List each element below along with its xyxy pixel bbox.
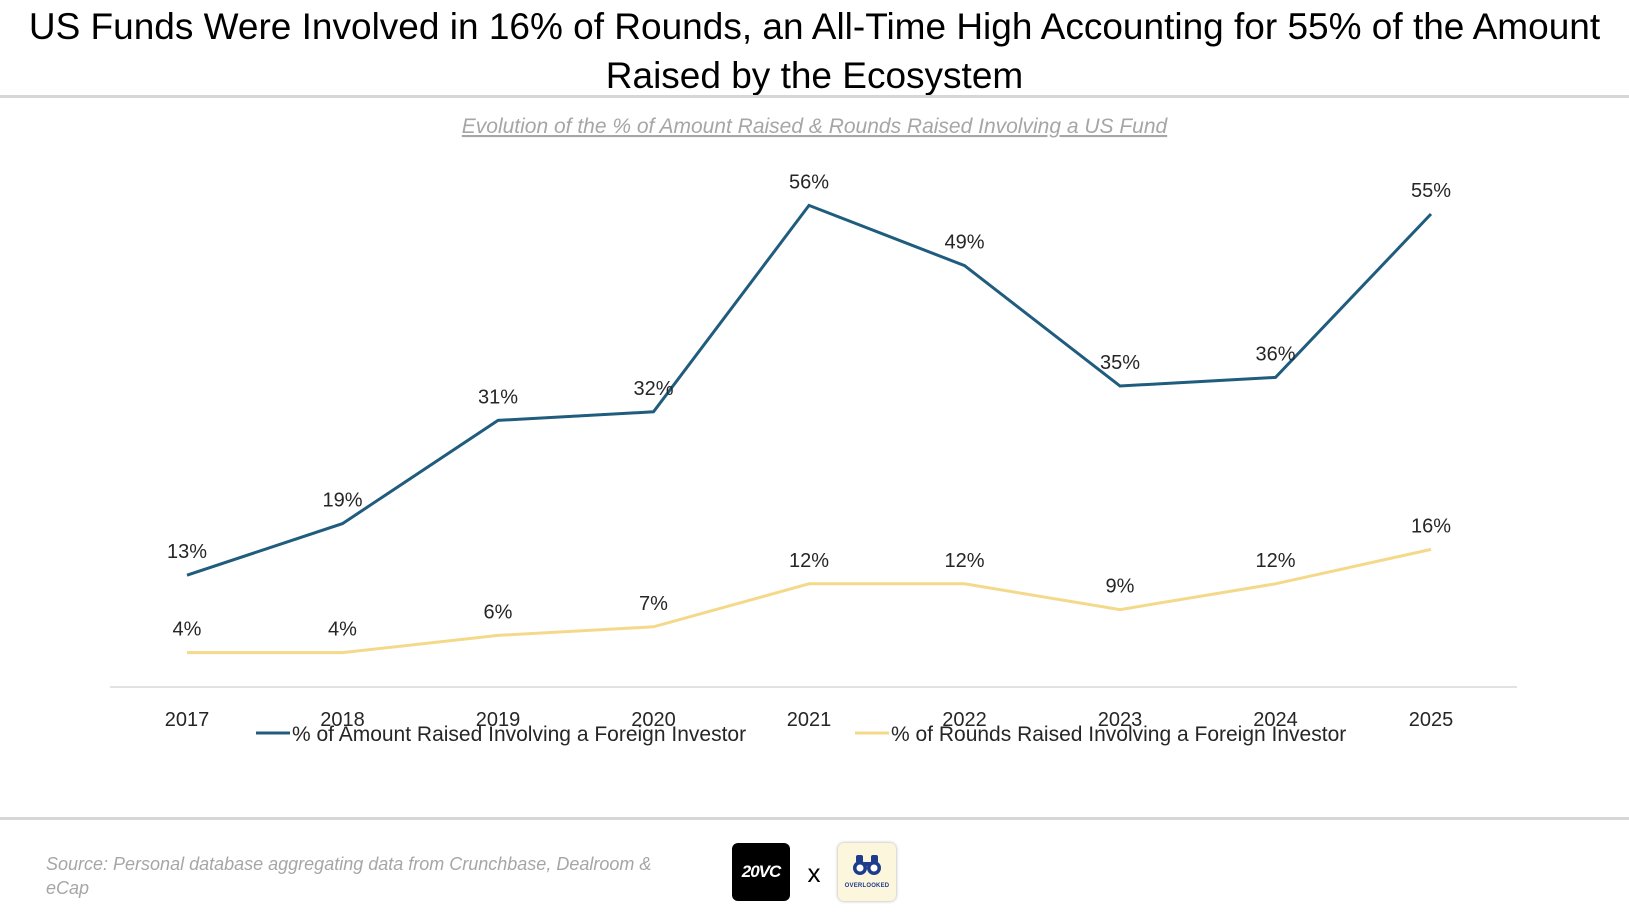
x-tick-label: 2021 bbox=[787, 709, 832, 731]
data-label-series-0: 31% bbox=[478, 386, 518, 408]
data-label-series-0: 56% bbox=[789, 171, 829, 193]
data-label-series-0: 36% bbox=[1255, 343, 1295, 365]
x-tick-label: 2025 bbox=[1409, 709, 1454, 731]
legend-label-amount-raised: % of Amount Raised Involving a Foreign I… bbox=[292, 723, 746, 746]
20vc-logo: 20VC bbox=[732, 843, 790, 901]
legend-label-rounds-raised: % of Rounds Raised Involving a Foreign I… bbox=[891, 723, 1346, 746]
legend: % of Amount Raised Involving a Foreign I… bbox=[256, 723, 1346, 746]
x-tick-label: 2017 bbox=[165, 709, 210, 731]
binoculars-icon bbox=[853, 855, 881, 875]
data-label-series-0: 19% bbox=[322, 490, 362, 512]
data-label-series-0: 35% bbox=[1100, 352, 1140, 374]
x-tick-label: 2022 bbox=[942, 709, 987, 731]
data-label-series-1: 7% bbox=[639, 593, 668, 615]
overlooked-wordmark: OVERLOOKED bbox=[844, 883, 890, 889]
line-chart: Evolution of the % of Amount Raised & Ro… bbox=[110, 115, 1517, 746]
data-label-series-1: 4% bbox=[173, 619, 202, 641]
data-label-series-1: 16% bbox=[1411, 515, 1451, 537]
title-divider bbox=[0, 95, 1629, 98]
data-label-series-0: 55% bbox=[1411, 180, 1451, 202]
footer-divider bbox=[0, 817, 1629, 820]
x-tick-label: 2018 bbox=[320, 709, 365, 731]
series-line-0 bbox=[186, 203, 1433, 577]
data-labels: 13% 19% 31% 32% 56% 49% 35% 36% 55% 4% 4% 6% 7% 12% 12… bbox=[167, 171, 1451, 640]
data-label-series-1: 6% bbox=[484, 601, 513, 623]
data-label-series-1: 9% bbox=[1106, 576, 1135, 598]
x-axis: 2017 2018 2019 2020 2021 2022 2023 2024 2025 bbox=[165, 709, 1454, 731]
overlooked-logo: OVERLOOKED bbox=[838, 843, 896, 901]
data-label-series-0: 32% bbox=[633, 378, 673, 400]
series-line-1 bbox=[187, 547, 1432, 655]
x-tick-label: 2020 bbox=[631, 709, 676, 731]
data-label-series-0: 49% bbox=[944, 232, 984, 254]
x-tick-label: 2024 bbox=[1253, 709, 1298, 731]
x-tick-label: 2019 bbox=[476, 709, 521, 731]
data-label-series-1: 12% bbox=[789, 550, 829, 572]
page-title: US Funds Were Involved in 16% of Rounds,… bbox=[28, 6, 1601, 96]
source-note: Source: Personal database aggregating da… bbox=[46, 854, 652, 898]
series-lines bbox=[186, 203, 1433, 655]
data-label-series-1: 12% bbox=[944, 550, 984, 572]
data-label-series-1: 12% bbox=[1255, 550, 1295, 572]
chart-subtitle: Evolution of the % of Amount Raised & Ro… bbox=[462, 115, 1169, 138]
logo-separator: x bbox=[807, 858, 821, 888]
data-label-series-0: 13% bbox=[167, 541, 207, 563]
x-tick-label: 2023 bbox=[1098, 709, 1143, 731]
data-label-series-1: 4% bbox=[328, 619, 357, 641]
